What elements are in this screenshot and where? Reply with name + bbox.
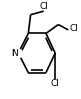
Text: N: N [11,49,18,58]
Text: N: N [11,49,18,58]
Text: Cl: Cl [51,79,60,88]
Text: Cl: Cl [69,24,78,33]
Text: Cl: Cl [39,2,48,11]
